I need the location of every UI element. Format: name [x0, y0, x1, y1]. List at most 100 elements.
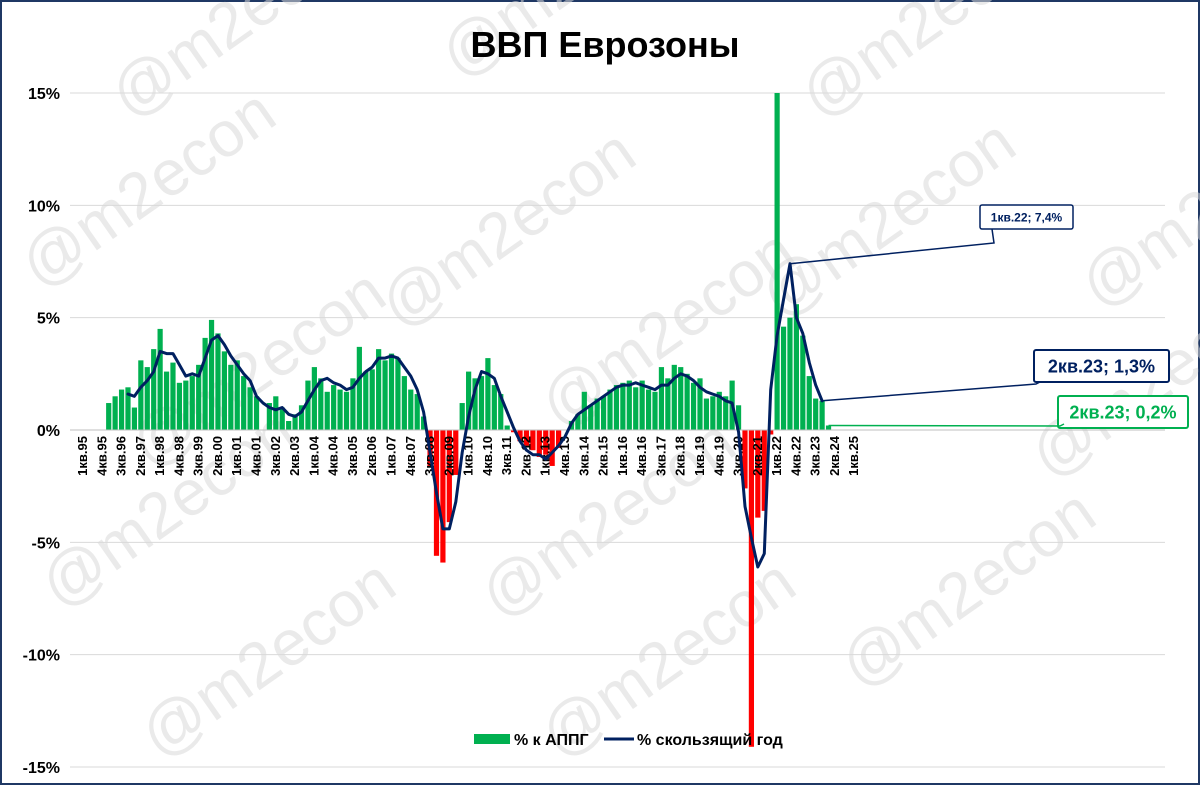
bar — [813, 398, 819, 430]
bar — [125, 387, 131, 430]
bar — [157, 328, 163, 430]
bar — [331, 385, 337, 430]
bar — [607, 389, 613, 430]
x-tick-label: 3кв.23 — [808, 436, 823, 476]
bar — [626, 380, 632, 430]
bar — [266, 403, 272, 430]
x-tick-label: 4кв.22 — [788, 436, 803, 476]
bar — [343, 391, 350, 430]
bar — [517, 430, 523, 442]
bar — [774, 93, 780, 430]
watermark-text: @m2econ — [787, 0, 1068, 131]
x-tick-label: 4кв.16 — [634, 436, 649, 476]
x-tick-label: 2кв.21 — [750, 436, 765, 476]
bar — [106, 403, 112, 430]
bar — [253, 396, 260, 430]
bar — [755, 430, 761, 518]
bar — [131, 407, 138, 430]
bar — [228, 364, 234, 430]
bar — [735, 405, 742, 430]
bar — [697, 378, 703, 430]
bar — [369, 369, 375, 430]
y-tick-label: -15% — [23, 760, 60, 777]
x-tick-label: 4кв.95 — [94, 436, 109, 476]
bar — [324, 391, 330, 430]
x-tick-label: 4кв.04 — [326, 435, 341, 476]
bar — [286, 421, 292, 430]
bar — [234, 360, 240, 430]
bar — [613, 385, 620, 430]
x-tick-label: 2кв.09 — [441, 436, 456, 476]
x-tick-label: 3кв.99 — [191, 436, 206, 476]
x-tick-label: 3кв.14 — [576, 435, 591, 476]
bar — [215, 333, 221, 430]
legend-label-bars: % к АППГ — [514, 732, 589, 749]
y-tick-label: -10% — [23, 648, 60, 665]
x-tick-label: 1кв.07 — [383, 436, 398, 476]
last-bar-callout-text: 2кв.23; 0,2% — [1069, 402, 1176, 422]
legend-label-line: % скользящий год — [637, 732, 783, 749]
bar — [723, 396, 729, 430]
bar — [183, 380, 189, 430]
bar — [678, 367, 684, 430]
x-tick-label: 1кв.95 — [75, 436, 90, 476]
bar — [684, 373, 690, 430]
legend: % к АППГ % скользящий год — [474, 732, 783, 749]
bar — [491, 385, 497, 430]
x-tick-label: 1кв.22 — [769, 436, 784, 476]
x-tick-label: 3кв.11 — [499, 436, 514, 475]
y-tick-label: 0% — [37, 423, 60, 440]
bar — [768, 430, 774, 435]
bar — [806, 376, 812, 430]
bar — [761, 430, 767, 511]
bar — [363, 371, 369, 430]
bar — [408, 389, 414, 430]
bar — [350, 378, 356, 430]
bar — [703, 398, 710, 430]
bar — [478, 376, 485, 430]
x-tick-label: 3кв.96 — [114, 436, 129, 476]
bar — [658, 367, 665, 430]
gridlines — [70, 92, 1165, 768]
bar — [189, 376, 195, 430]
bar — [690, 382, 697, 430]
bar — [633, 387, 639, 430]
bar — [298, 405, 305, 430]
x-tick-label: 4кв.10 — [480, 436, 495, 476]
bar — [112, 396, 118, 430]
watermark-text: @m2econ — [1067, 95, 1200, 322]
x-tick-label: 2кв.03 — [287, 436, 302, 476]
bar — [446, 430, 452, 523]
x-tick-label: 2кв.06 — [364, 436, 379, 476]
bar — [543, 430, 549, 455]
last-line-callout: 2кв.23; 1,3% — [822, 349, 1170, 402]
bar — [466, 371, 472, 430]
bar — [793, 304, 799, 430]
bar — [459, 403, 465, 430]
bar — [279, 407, 285, 430]
x-tick-label: 2кв.24 — [827, 435, 842, 476]
watermark-text: @m2econ — [127, 545, 408, 772]
bar — [118, 389, 125, 430]
watermark-text: @m2econ — [367, 115, 648, 342]
x-tick-label: 1кв.98 — [152, 436, 167, 476]
bar — [292, 414, 298, 430]
bar — [196, 364, 202, 430]
bar — [549, 430, 555, 466]
watermark-text: @m2econ — [827, 475, 1108, 702]
bar — [305, 380, 311, 430]
x-tick-label: 4кв.19 — [711, 436, 726, 476]
bar — [504, 425, 510, 430]
bar — [208, 319, 215, 430]
bar — [498, 394, 504, 430]
bar — [176, 382, 183, 430]
bar — [318, 378, 324, 430]
bar — [588, 405, 594, 430]
bar — [376, 349, 382, 430]
bar — [600, 396, 607, 430]
bar — [536, 430, 542, 457]
bar — [414, 394, 420, 430]
x-tick-label: 4кв.13 — [557, 436, 572, 476]
chart-title: ВВП Еврозоны — [471, 24, 740, 65]
bar — [337, 389, 343, 430]
